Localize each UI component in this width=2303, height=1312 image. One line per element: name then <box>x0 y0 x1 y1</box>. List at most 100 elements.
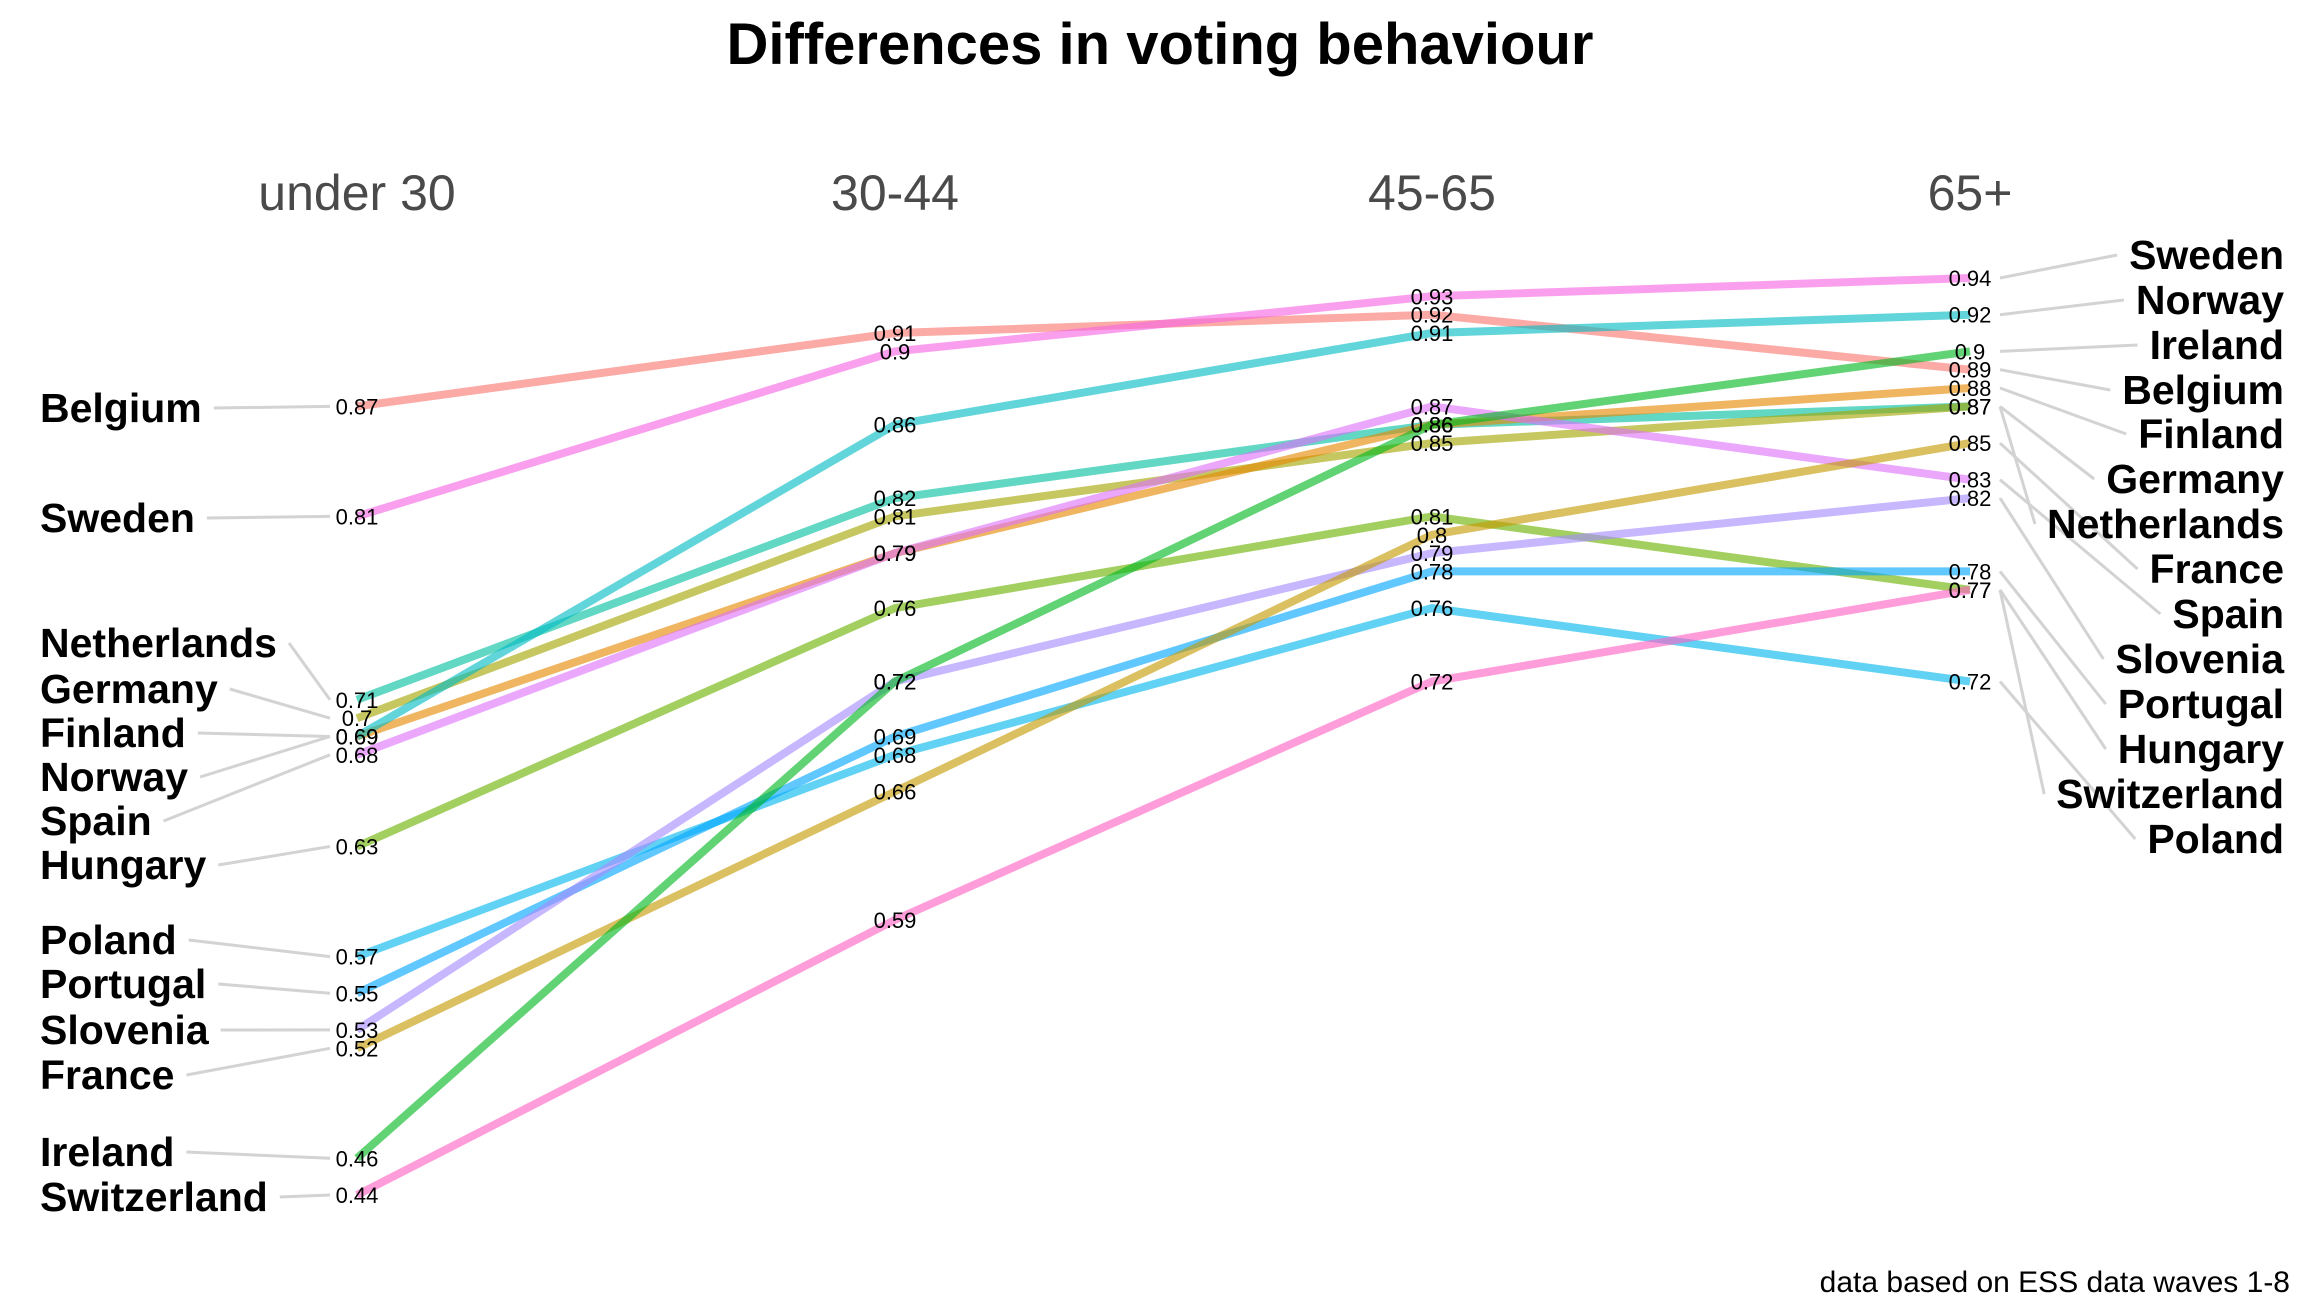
value-label-france-45-65: 0.8 <box>1417 523 1448 548</box>
left-label-norway: Norway <box>40 754 188 800</box>
value-label-finland-65-: 0.88 <box>1949 376 1992 401</box>
right-leader-sweden <box>1999 253 2118 280</box>
right-leader-belgium <box>1999 368 2111 392</box>
value-label-norway-30-44: 0.86 <box>874 413 917 438</box>
left-leader-france <box>186 1046 331 1077</box>
value-label-finland-under-30: 0.69 <box>336 725 379 750</box>
left-label-portugal: Portugal <box>40 961 206 1007</box>
value-labels: 0.870.910.920.890.810.90.930.940.710.820… <box>336 266 1992 1208</box>
right-label-france: France <box>2150 546 2284 592</box>
value-label-belgium-under-30: 0.87 <box>336 394 379 419</box>
value-label-slovenia-under-30: 0.53 <box>336 1018 379 1043</box>
value-label-netherlands-30-44: 0.82 <box>874 486 917 511</box>
right-label-slovenia: Slovenia <box>2115 636 2285 682</box>
series-line-france <box>355 439 1971 1052</box>
right-label-switzerland: Switzerland <box>2056 771 2284 817</box>
series-line-norway <box>354 310 1971 740</box>
chart-title: Differences in voting behaviour <box>727 12 1594 77</box>
value-label-portugal-65-: 0.78 <box>1949 559 1992 584</box>
left-leader-spain <box>163 753 331 823</box>
value-label-netherlands-45-65: 0.86 <box>1411 413 1454 438</box>
left-leader-portugal <box>218 982 331 995</box>
left-leader-hungary <box>218 845 331 867</box>
value-label-sweden-45-65: 0.93 <box>1411 284 1454 309</box>
right-leader-ireland <box>1999 343 2138 353</box>
category-labels: under 30 30-44 45-65 65+ <box>258 165 2012 221</box>
value-label-sweden-under-30: 0.81 <box>336 504 379 529</box>
value-label-hungary-under-30: 0.63 <box>336 835 379 860</box>
left-label-spain: Spain <box>40 798 152 844</box>
value-label-belgium-30-44: 0.91 <box>874 321 917 346</box>
value-label-germany-45-65: 0.85 <box>1411 431 1454 456</box>
left-label-sweden: Sweden <box>40 495 195 541</box>
category-label-30-44: 30-44 <box>831 165 959 221</box>
left-leader-ireland <box>186 1150 331 1160</box>
label-leader-lines <box>163 253 2162 1199</box>
value-label-belgium-65-: 0.89 <box>1949 358 1992 383</box>
value-label-ireland-under-30: 0.46 <box>336 1146 379 1171</box>
right-label-spain: Spain <box>2172 591 2284 637</box>
value-label-spain-under-30: 0.68 <box>336 743 379 768</box>
right-leader-norway <box>1999 298 2125 317</box>
value-label-slovenia-30-44: 0.72 <box>874 670 917 695</box>
series-line-belgium <box>356 310 1971 411</box>
right-label-netherlands: Netherlands <box>2047 501 2284 547</box>
value-label-poland-30-44: 0.68 <box>874 743 917 768</box>
value-label-germany-65-: 0.87 <box>1949 394 1992 419</box>
value-label-netherlands-65-: 0.87 <box>1949 394 1992 419</box>
left-label-france: France <box>40 1052 174 1098</box>
category-label-45-65: 45-65 <box>1368 165 1496 221</box>
right-label-hungary: Hungary <box>2118 726 2285 772</box>
right-label-ireland: Ireland <box>2150 322 2284 368</box>
value-label-ireland-65-: 0.9 <box>1955 339 1986 364</box>
caption: data based on ESS data waves 1-8 <box>1820 1266 2290 1299</box>
left-leader-sweden <box>206 514 331 520</box>
value-label-hungary-30-44: 0.76 <box>874 596 917 621</box>
value-label-ireland-45-65: 0.86 <box>1411 413 1454 438</box>
value-label-switzerland-30-44: 0.59 <box>874 908 917 933</box>
value-label-switzerland-under-30: 0.44 <box>336 1183 379 1208</box>
left-leader-norway <box>199 735 331 779</box>
right-leader-france <box>1998 441 2139 571</box>
left-leader-netherlands <box>287 642 332 701</box>
value-label-spain-30-44: 0.79 <box>874 541 917 566</box>
right-label-norway: Norway <box>2136 277 2284 323</box>
right-leader-germany <box>1999 405 2096 481</box>
series-line-netherlands <box>355 402 1971 704</box>
value-label-france-under-30: 0.52 <box>336 1036 379 1061</box>
value-label-germany-30-44: 0.81 <box>874 504 917 529</box>
value-label-sweden-65-: 0.94 <box>1949 266 1992 291</box>
value-label-poland-65-: 0.72 <box>1949 670 1992 695</box>
right-label-germany: Germany <box>2106 456 2284 502</box>
left-label-slovenia: Slovenia <box>40 1007 210 1053</box>
value-label-spain-45-65: 0.87 <box>1411 394 1454 419</box>
right-leader-spain <box>1999 478 2162 616</box>
right-label-belgium: Belgium <box>2122 367 2284 413</box>
right-label-sweden: Sweden <box>2129 232 2284 278</box>
left-label-ireland: Ireland <box>40 1129 174 1175</box>
value-label-sweden-30-44: 0.9 <box>880 339 911 364</box>
value-label-hungary-45-65: 0.81 <box>1411 504 1454 529</box>
value-label-switzerland-45-65: 0.72 <box>1411 670 1454 695</box>
value-label-switzerland-65-: 0.77 <box>1949 578 1992 603</box>
value-label-hungary-65-: 0.77 <box>1949 578 1992 603</box>
value-label-finland-45-65: 0.86 <box>1411 413 1454 438</box>
series-line-switzerland <box>355 585 1971 1199</box>
right-leader-poland <box>1998 680 2137 840</box>
series-lines <box>354 274 1971 1199</box>
left-label-poland: Poland <box>40 917 177 963</box>
left-leader-poland <box>188 938 331 959</box>
right-leader-finland <box>1999 386 2127 436</box>
series-line-ireland <box>354 347 1971 1162</box>
value-label-finland-30-44: 0.79 <box>874 541 917 566</box>
value-label-netherlands-under-30: 0.71 <box>336 688 379 713</box>
right-leader-switzerland <box>1998 589 2046 795</box>
right-leader-hungary <box>1998 588 2107 750</box>
value-label-slovenia-45-65: 0.79 <box>1411 541 1454 566</box>
value-label-norway-45-65: 0.91 <box>1411 321 1454 346</box>
value-label-norway-under-30: 0.69 <box>336 725 379 750</box>
left-label-netherlands: Netherlands <box>40 620 277 666</box>
right-label-portugal: Portugal <box>2118 681 2284 727</box>
value-label-france-30-44: 0.66 <box>874 780 917 805</box>
